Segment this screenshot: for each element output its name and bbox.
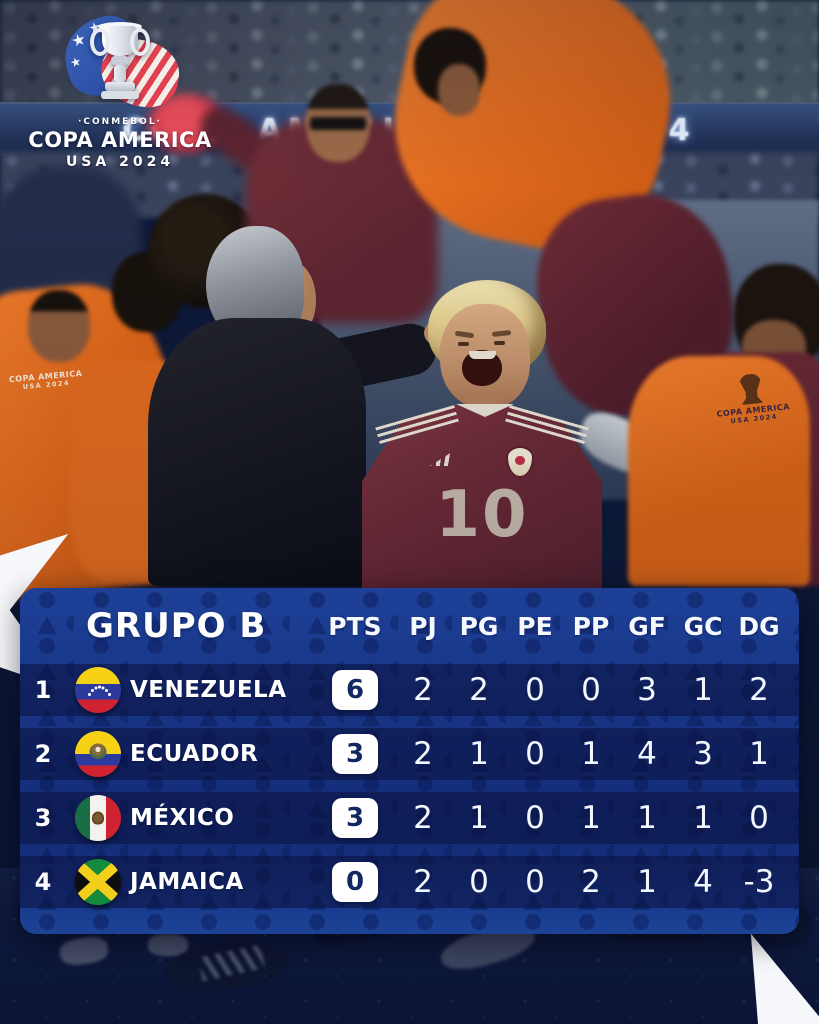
logo-subtitle: USA 2024 — [65, 154, 175, 170]
team-name: JAMAICA — [130, 869, 244, 895]
points-badge: 6 — [332, 670, 378, 710]
stat-value: 3 — [637, 672, 657, 708]
stat-value: 2 — [413, 800, 433, 836]
points-cell: 6 — [315, 670, 395, 710]
stat-value: -3 — [743, 864, 775, 900]
rank-number: 2 — [34, 740, 52, 768]
stat-value: 1 — [693, 800, 713, 836]
stat-value: 0 — [749, 800, 769, 836]
stat-value: 3 — [693, 736, 713, 772]
mexico-flag — [75, 795, 121, 841]
rank-number: 4 — [34, 868, 52, 896]
column-header-pj: PJ — [409, 611, 437, 641]
venezuela-flag — [75, 667, 121, 713]
stat-value: 2 — [413, 672, 433, 708]
stat-value: 0 — [581, 672, 601, 708]
flag-cell — [66, 859, 130, 905]
player-head — [306, 84, 370, 162]
stat-value: 1 — [469, 800, 489, 836]
star-icon — [71, 32, 87, 48]
rank-number: 1 — [34, 676, 52, 704]
trophy-print-icon — [737, 373, 766, 406]
trophy-icon — [56, 9, 184, 114]
stat-value: 0 — [469, 864, 489, 900]
column-header-pg: PG — [459, 611, 499, 641]
table-row: 4 JAMAICA 0 2 0 0 2 1 4 -3 — [20, 856, 799, 908]
conmebol-label: ·CONMEBOL· — [78, 117, 162, 127]
stat-value: 0 — [525, 672, 545, 708]
flag-cell — [66, 667, 130, 713]
points-badge: 3 — [332, 734, 378, 774]
star-icon — [70, 56, 82, 68]
coach — [148, 318, 366, 586]
stat-value: 1 — [749, 736, 769, 772]
table-header: GRUPO B PTS PJ PG PE PP GF GC DG — [20, 588, 799, 664]
column-header-pe: PE — [517, 611, 553, 641]
stat-value: 2 — [581, 864, 601, 900]
stat-value: 2 — [413, 864, 433, 900]
stat-value: 4 — [693, 864, 713, 900]
points-cell: 3 — [315, 734, 395, 774]
column-header-gc: GC — [683, 611, 723, 641]
stat-value: 0 — [525, 864, 545, 900]
copa-america-logo: ·CONMEBOL· COPA AMERICA USA 2024 — [22, 9, 218, 170]
column-header-gf: GF — [628, 611, 666, 641]
points-badge: 3 — [332, 798, 378, 838]
white-shoe — [58, 934, 110, 968]
stat-value: 1 — [637, 800, 657, 836]
points-cell: 0 — [315, 862, 395, 902]
logo-title: COPA AMERICA — [28, 128, 212, 152]
points-badge: 0 — [332, 862, 378, 902]
player-10-teeth — [469, 351, 496, 359]
stat-value: 0 — [525, 800, 545, 836]
stat-value: 1 — [469, 736, 489, 772]
column-header-pts: PTS — [328, 611, 382, 641]
jamaica-flag — [75, 859, 121, 905]
flag-cell — [66, 731, 130, 777]
stat-value: 2 — [413, 736, 433, 772]
white-sock — [148, 934, 188, 956]
stat-value: 2 — [469, 672, 489, 708]
group-title: GRUPO B — [86, 606, 267, 646]
standings-card: GRUPO B PTS PJ PG PE PP GF GC DG 1 VENEZUELA 6 … — [20, 588, 799, 934]
rank-number: 3 — [34, 804, 52, 832]
player-head — [28, 290, 90, 362]
ecuador-flag — [75, 731, 121, 777]
player-face — [438, 64, 480, 116]
stat-value: 4 — [637, 736, 657, 772]
stat-value: 0 — [525, 736, 545, 772]
trophy-cup-icon — [90, 22, 150, 108]
stat-value: 1 — [581, 736, 601, 772]
team-name: VENEZUELA — [130, 677, 287, 703]
stat-value: 1 — [693, 672, 713, 708]
column-header-dg: DG — [738, 611, 780, 641]
player-10-eye — [494, 341, 505, 345]
jersey-number: 10 — [435, 478, 529, 552]
column-header-pp: PP — [572, 611, 610, 641]
stat-value: 2 — [749, 672, 769, 708]
stat-value: 1 — [581, 800, 601, 836]
team-name: MÉXICO — [130, 805, 235, 831]
black-sneaker — [162, 930, 290, 1002]
stat-value: 1 — [637, 864, 657, 900]
team-name: ECUADOR — [130, 741, 259, 767]
flag-cell — [66, 795, 130, 841]
points-cell: 3 — [315, 798, 395, 838]
player-10-eye — [458, 342, 469, 346]
